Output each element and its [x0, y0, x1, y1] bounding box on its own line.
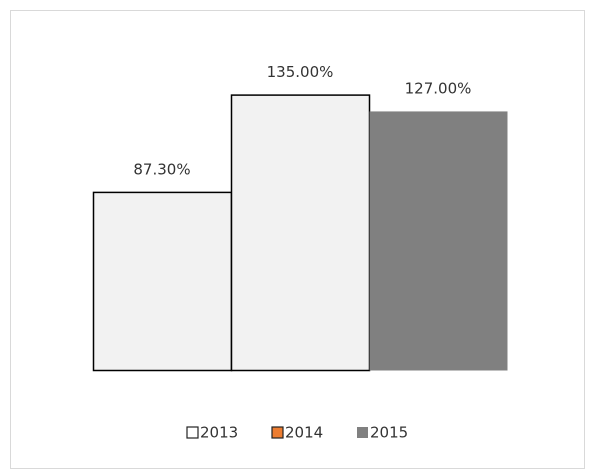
legend-label: 2014: [285, 424, 323, 442]
legend-label: 2013: [200, 424, 238, 442]
data-label: 127.00%: [405, 79, 472, 97]
data-label: 87.30%: [133, 160, 190, 178]
legend-swatch: [186, 426, 199, 439]
legend-swatch: [357, 427, 368, 438]
legend-swatch: [271, 426, 284, 439]
bar: [92, 191, 233, 372]
data-label: 135.00%: [267, 63, 334, 81]
legend-label: 2015: [370, 424, 408, 442]
bar: [369, 111, 508, 371]
bar: [230, 94, 371, 372]
